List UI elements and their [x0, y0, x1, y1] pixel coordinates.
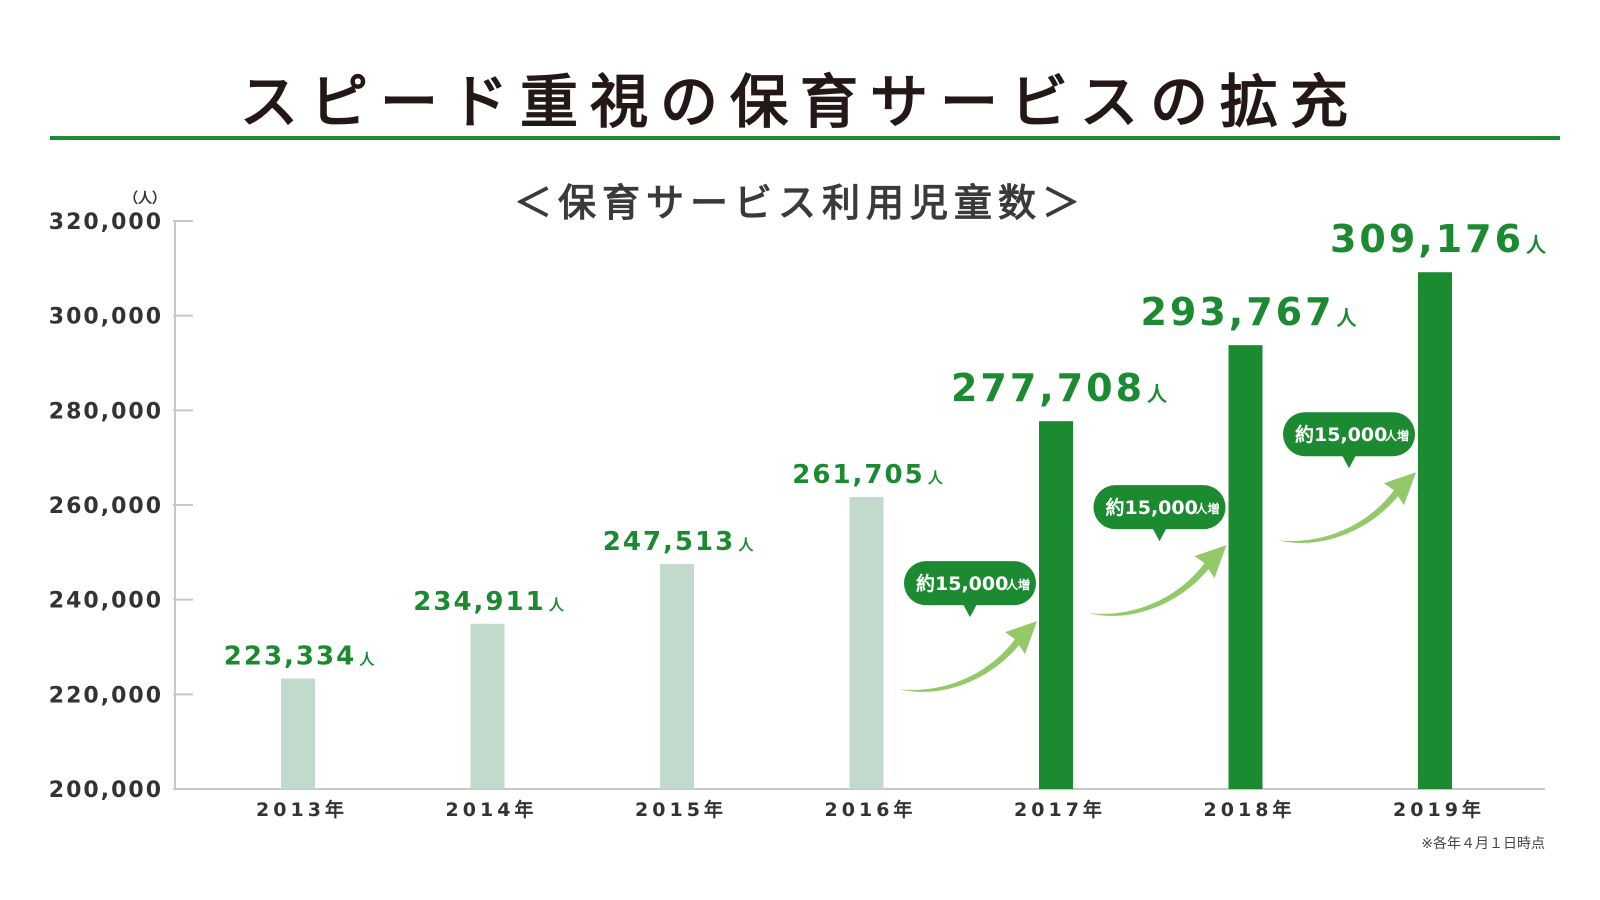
growth-arrow [1088, 545, 1227, 616]
y-tick-label: 260,000 [49, 494, 163, 519]
x-tick-label: 2014年 [446, 798, 538, 821]
bar-value-unit: 人 [928, 469, 944, 487]
growth-arrow [1278, 472, 1416, 543]
bar [1039, 421, 1073, 789]
callout-unit: 人増 [1385, 428, 1409, 443]
bar-value-unit: 人 [359, 651, 375, 669]
callout-text: 約15,000 [1295, 423, 1387, 446]
y-tick-label: 300,000 [49, 305, 163, 330]
x-tick-label: 2015年 [635, 798, 727, 821]
callout-unit: 人増 [1006, 577, 1030, 592]
x-tick-label: 2016年 [825, 798, 917, 821]
callout-text: 約15,000 [1106, 496, 1198, 519]
bar [1418, 272, 1452, 789]
title-divider [50, 136, 1560, 140]
footnote: ※各年４月１日時点 [1421, 836, 1545, 852]
chart-title: ＜保育サービス利用児童数＞ [514, 181, 1086, 225]
bar-value-unit: 人 [1526, 233, 1547, 257]
x-tick-label: 2019年 [1393, 798, 1485, 821]
callout-unit: 人増 [1196, 501, 1220, 516]
bar-value-label: 293,767 [1140, 290, 1334, 334]
bar-value-label: 247,513 [603, 527, 735, 557]
callout-text: 約15,000 [916, 572, 1008, 595]
bar [1228, 345, 1263, 789]
x-tick-label: 2013年 [256, 798, 348, 821]
growth-callout [904, 561, 1036, 606]
y-tick-label: 240,000 [49, 589, 163, 614]
bar [660, 564, 694, 789]
bar [470, 623, 505, 789]
bar-value-label: 223,334 [224, 642, 356, 672]
bar-value-label: 309,176 [1330, 217, 1524, 261]
y-unit-label: （人） [124, 190, 166, 207]
y-tick-label: 200,000 [49, 778, 163, 803]
bar-value-label: 277,708 [951, 366, 1145, 410]
bar-value-unit: 人 [1336, 306, 1357, 330]
callout-pointer [1342, 455, 1356, 469]
growth-callout [1093, 485, 1226, 530]
bar [281, 678, 315, 789]
growth-callout [1283, 412, 1415, 457]
callout-pointer [963, 604, 977, 618]
x-tick-label: 2017年 [1014, 798, 1106, 821]
y-tick-label: 220,000 [49, 683, 163, 708]
bar-value-unit: 人 [1147, 382, 1168, 406]
bar-value-label: 234,911 [413, 587, 545, 617]
bar-value-label: 261,705 [792, 460, 924, 490]
x-tick-label: 2018年 [1204, 798, 1296, 821]
growth-arrow [899, 621, 1037, 692]
y-tick-label: 280,000 [49, 399, 163, 424]
bar [849, 496, 884, 789]
bar-value-unit: 人 [549, 596, 565, 614]
bar-value-unit: 人 [738, 536, 754, 554]
y-tick-label: 320,000 [49, 210, 163, 235]
page-title: スピード重視の保育サービスの拡充 [239, 68, 1360, 136]
callout-pointer [1152, 528, 1167, 542]
